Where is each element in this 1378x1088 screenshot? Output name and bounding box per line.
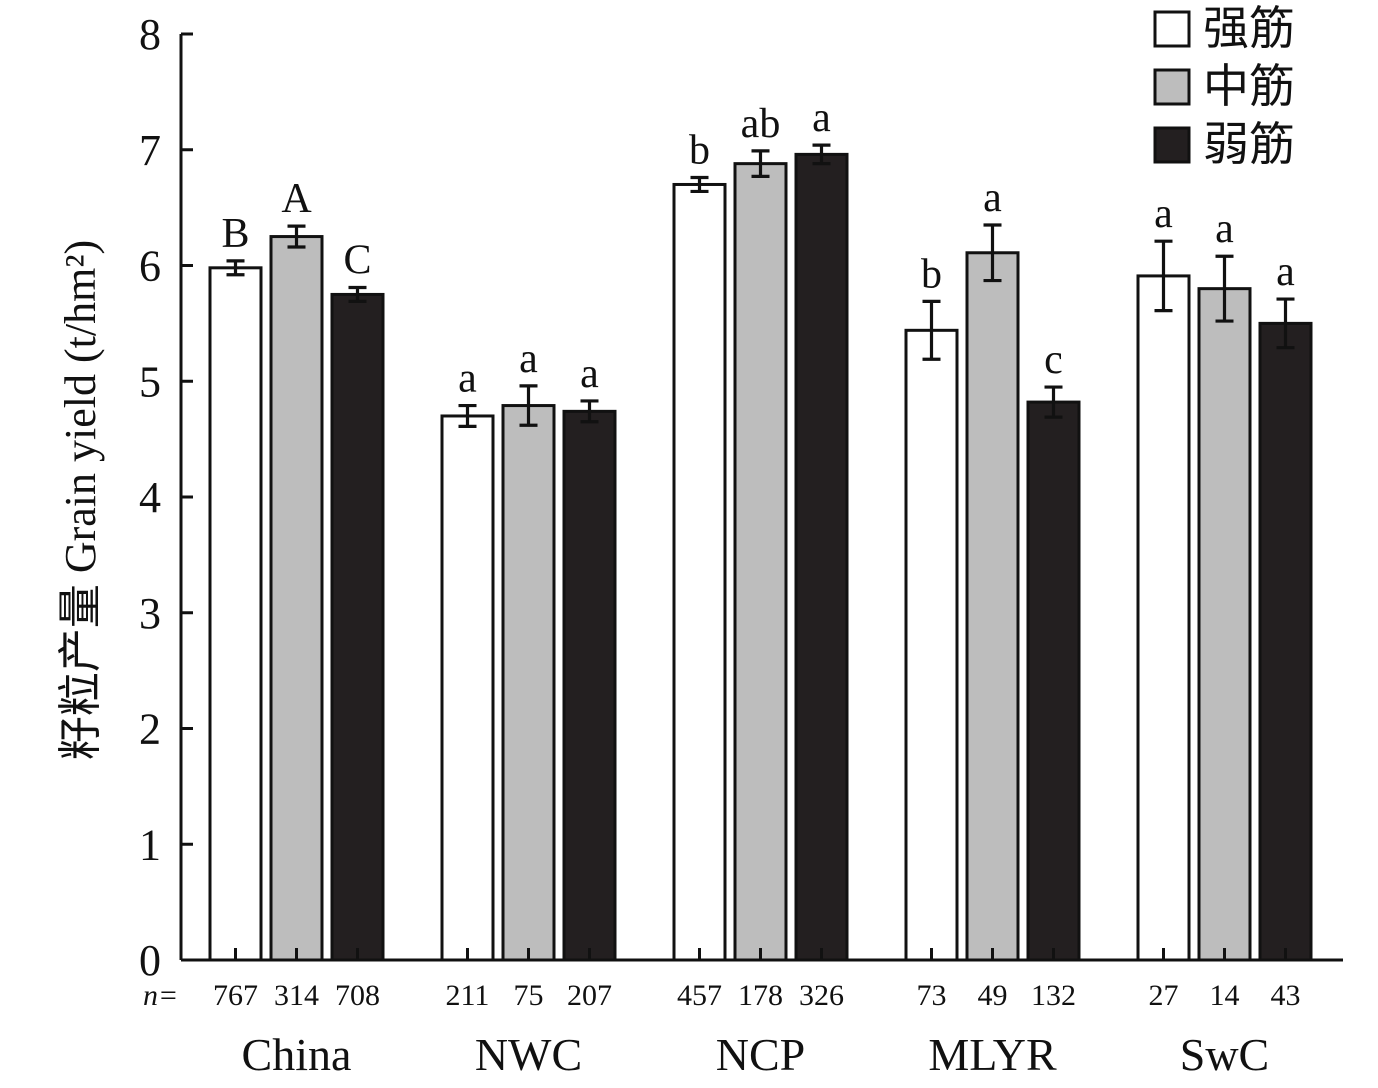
significance-letter-SwC-1: a bbox=[1154, 191, 1173, 237]
y-tick-label-0: 0 bbox=[139, 936, 161, 985]
bars-layer bbox=[208, 152, 1313, 962]
bar-MLYR-3 bbox=[1026, 400, 1081, 962]
legend-label-2: 中筋 bbox=[1203, 61, 1295, 112]
significance-letter-NWC-3: a bbox=[580, 351, 599, 397]
y-tick-label-5: 5 bbox=[139, 357, 161, 406]
legend-label-3: 弱筋 bbox=[1203, 119, 1295, 170]
bar-NWC-3 bbox=[562, 409, 617, 962]
significance-letter-NCP-2: ab bbox=[741, 101, 781, 147]
bar-China-2 bbox=[269, 235, 324, 962]
x-category-label-NCP: NCP bbox=[716, 1029, 805, 1080]
x-category-label-NWC: NWC bbox=[475, 1029, 582, 1080]
n-count-NCP-2: 178 bbox=[738, 979, 783, 1012]
n-count-China-2: 314 bbox=[274, 979, 319, 1012]
n-count-NWC-3: 207 bbox=[567, 979, 612, 1012]
significance-letter-SwC-3: a bbox=[1276, 249, 1295, 295]
significance-letter-MLYR-3: c bbox=[1044, 337, 1063, 383]
legend-label-1: 强筋 bbox=[1203, 3, 1295, 54]
n-count-SwC-1: 27 bbox=[1149, 979, 1179, 1012]
legend-swatch-3 bbox=[1153, 126, 1191, 164]
bar-China-1 bbox=[208, 266, 263, 962]
labels-layer: 0 1 2 3 4 5 6 7 8 B 767 A 314 C 708 China a 211 a 75 a 207 NWC… bbox=[139, 10, 1301, 1080]
n-count-NCP-1: 457 bbox=[677, 979, 722, 1012]
x-category-label-SwC: SwC bbox=[1180, 1029, 1269, 1080]
n-count-NWC-1: 211 bbox=[446, 979, 490, 1012]
y-tick-label-6: 6 bbox=[139, 242, 161, 291]
y-tick-label-7: 7 bbox=[139, 126, 161, 175]
bar-SwC-3 bbox=[1258, 321, 1313, 962]
bar-NWC-1 bbox=[440, 414, 495, 962]
significance-letter-NWC-1: a bbox=[458, 356, 477, 402]
significance-letter-MLYR-1: b bbox=[921, 251, 942, 297]
bar-SwC-2 bbox=[1197, 287, 1252, 962]
bar-NCP-1 bbox=[672, 182, 727, 962]
n-count-MLYR-3: 132 bbox=[1031, 979, 1076, 1012]
bar-China-3 bbox=[330, 292, 385, 962]
significance-letter-China-2: A bbox=[281, 176, 312, 222]
bar-MLYR-1 bbox=[904, 328, 959, 962]
n-count-China-3: 708 bbox=[335, 979, 380, 1012]
n-count-MLYR-2: 49 bbox=[978, 979, 1008, 1012]
significance-letter-SwC-2: a bbox=[1215, 206, 1234, 252]
y-tick-label-8: 8 bbox=[139, 10, 161, 59]
bar-MLYR-2 bbox=[965, 251, 1020, 962]
x-category-label-China: China bbox=[242, 1029, 352, 1080]
legend-swatch-2 bbox=[1153, 68, 1191, 106]
significance-letter-NWC-2: a bbox=[519, 336, 538, 382]
n-count-SwC-2: 14 bbox=[1210, 979, 1240, 1012]
significance-letter-NCP-3: a bbox=[812, 95, 831, 141]
significance-letter-MLYR-2: a bbox=[983, 175, 1002, 221]
bar-SwC-1 bbox=[1136, 274, 1191, 962]
n-count-MLYR-1: 73 bbox=[917, 979, 947, 1012]
x-category-label-MLYR: MLYR bbox=[928, 1029, 1057, 1080]
y-tick-label-2: 2 bbox=[139, 705, 161, 754]
y-axis-title: 籽粒产量 Grain yield (t/hm²) bbox=[56, 240, 105, 760]
y-tick-label-4: 4 bbox=[139, 473, 161, 522]
n-count-NCP-3: 326 bbox=[799, 979, 844, 1012]
y-tick-label-1: 1 bbox=[139, 820, 161, 869]
significance-letter-China-3: C bbox=[343, 237, 371, 283]
bar-NCP-3 bbox=[794, 152, 849, 962]
n-count-SwC-3: 43 bbox=[1271, 979, 1301, 1012]
n-count-China-1: 767 bbox=[213, 979, 258, 1012]
significance-letter-NCP-1: b bbox=[689, 128, 710, 174]
significance-letter-China-1: B bbox=[221, 211, 249, 257]
bar-NCP-2 bbox=[733, 162, 788, 962]
n-prefix-label: n= bbox=[143, 979, 178, 1012]
y-tick-label-3: 3 bbox=[139, 589, 161, 638]
bar-NWC-2 bbox=[501, 404, 556, 962]
legend-swatch-1 bbox=[1153, 10, 1191, 48]
n-count-NWC-2: 75 bbox=[514, 979, 544, 1012]
